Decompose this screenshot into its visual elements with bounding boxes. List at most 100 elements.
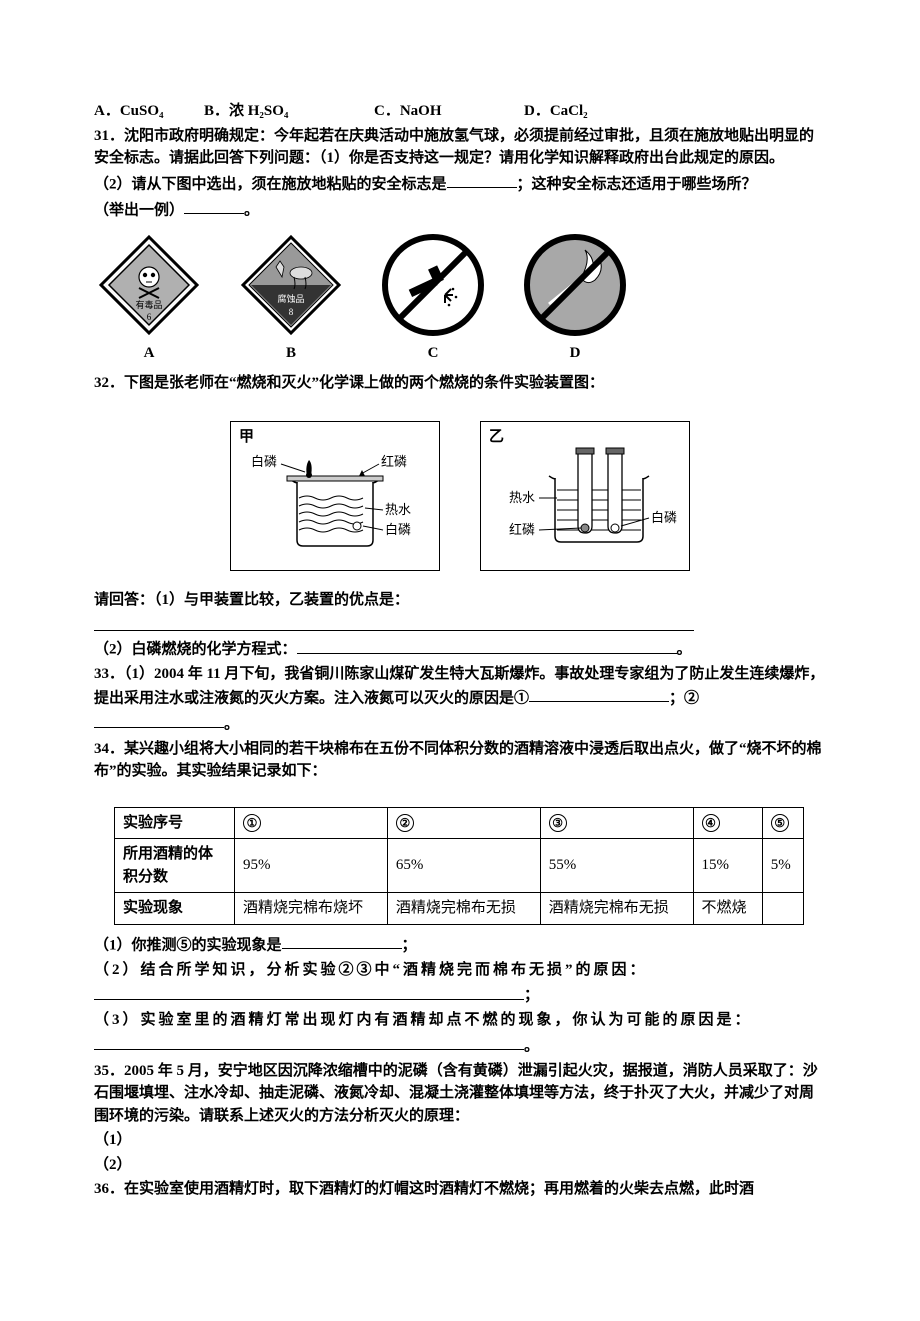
q31-text2c-row: （举出一例） 。 bbox=[94, 198, 826, 222]
circ-2: ② bbox=[396, 814, 414, 832]
svg-text:腐蚀品: 腐蚀品 bbox=[277, 293, 304, 304]
q33-text1c: 。 bbox=[224, 716, 239, 732]
fig-yi-svg: 热水 红磷 白磷 bbox=[481, 422, 689, 570]
q31-text2a: （2）请从下图中选出，须在施放地粘贴的安全标志是 bbox=[94, 176, 447, 192]
blank-fill bbox=[94, 983, 524, 1000]
th-4: ④ bbox=[693, 807, 762, 839]
circ-1: ① bbox=[243, 814, 261, 832]
q30-opt-d: D．CaCl₂ bbox=[524, 100, 674, 123]
q32-text: 32．下图是张老师在“燃烧和灭火”化学课上做的两个燃烧的条件实验装置图： bbox=[94, 372, 826, 395]
q34-text: 34．某兴趣小组将大小相同的若干块棉布在五份不同体积分数的酒精溶液中浸透后取出点… bbox=[94, 738, 826, 783]
fig-yi: 乙 bbox=[480, 421, 690, 571]
q34-q1: （1）你推测⑤的实验现象是 ； bbox=[94, 933, 826, 957]
q30-opt-c: C．NaOH bbox=[374, 100, 524, 123]
fig-jia: 甲 bbox=[230, 421, 440, 571]
q34-q1b: ； bbox=[402, 937, 417, 953]
blank-fill bbox=[94, 712, 224, 729]
blank-fill bbox=[282, 933, 402, 950]
svg-text:有毒品: 有毒品 bbox=[135, 299, 162, 310]
label-hot-water-yi: 热水 bbox=[509, 490, 535, 505]
q31-text2c: （举出一例） bbox=[94, 202, 184, 218]
svg-text:6: 6 bbox=[147, 312, 152, 322]
fig-jia-svg: 白磷 红磷 热水 白磷 bbox=[231, 422, 439, 570]
q35-a: （1） bbox=[94, 1129, 826, 1152]
cell: 酒精烧完棉布无损 bbox=[540, 893, 693, 925]
svg-text:8: 8 bbox=[289, 307, 294, 317]
blank-fill bbox=[297, 637, 677, 654]
cell: 65% bbox=[387, 839, 540, 893]
q33-text1: 33．（1）2004 年 11 月下旬，我省铜川陈家山煤矿发生特大瓦斯爆炸。事故… bbox=[94, 666, 824, 706]
q30-opt-b: B．浓 H₂SO₄ bbox=[204, 100, 374, 123]
q35-b: （2） bbox=[94, 1154, 826, 1177]
q34-table: 实验序号 ① ② ③ ④ ⑤ 所用酒精的体积分数 95% 65% 55% 15%… bbox=[114, 807, 804, 925]
q34-q2-blank: ； bbox=[94, 983, 826, 1007]
cell: 酒精烧完棉布无损 bbox=[387, 893, 540, 925]
sign-b-label: B bbox=[236, 342, 346, 365]
q34-q1a: （1）你推测⑤的实验现象是 bbox=[94, 937, 282, 953]
label-white-p2: 白磷 bbox=[385, 522, 411, 537]
q30-options: A．CuSO₄ B．浓 H₂SO₄ C．NaOH D．CaCl₂ bbox=[94, 100, 826, 123]
blank-line bbox=[94, 613, 694, 631]
label-red-p: 红磷 bbox=[381, 454, 407, 469]
circ-5: ⑤ bbox=[771, 814, 789, 832]
sign-d-no-flame-icon bbox=[520, 230, 630, 340]
th-1: ① bbox=[235, 807, 388, 839]
fig-jia-caption: 甲 bbox=[239, 426, 254, 449]
sign-c-no-sparks-icon bbox=[378, 230, 488, 340]
q32-q2a: （2）白磷燃烧的化学方程式： bbox=[94, 642, 297, 658]
cell bbox=[762, 893, 803, 925]
q32-figures: 甲 bbox=[94, 421, 826, 571]
blank-fill bbox=[529, 686, 669, 703]
label-white-p-yi: 白磷 bbox=[651, 510, 677, 525]
q34-q3: （3）实验室里的酒精灯常出现灯内有酒精却点不燃的现象，你认为可能的原因是： bbox=[94, 1009, 826, 1032]
cell: 15% bbox=[693, 839, 762, 893]
q34-q2end: ； bbox=[524, 988, 539, 1004]
th-3: ③ bbox=[540, 807, 693, 839]
sign-d-label: D bbox=[520, 342, 630, 365]
q32-q2b: 。 bbox=[677, 642, 692, 658]
q34-q2: （2）结合所学知识，分析实验②③中“酒精烧完而棉布无损”的原因： bbox=[94, 959, 826, 982]
blank-fill bbox=[94, 1034, 524, 1051]
sign-a-toxic-icon: 有毒品 6 bbox=[94, 230, 204, 340]
circ-3: ③ bbox=[549, 814, 567, 832]
cell: 酒精烧完棉布烧坏 bbox=[235, 893, 388, 925]
row2-label: 实验现象 bbox=[115, 893, 235, 925]
th-5: ⑤ bbox=[762, 807, 803, 839]
sign-b-corrosive-icon: 腐蚀品 8 bbox=[236, 230, 346, 340]
blank-fill bbox=[184, 198, 244, 215]
q30-opt-a: A．CuSO₄ bbox=[94, 100, 204, 123]
q33: 33．（1）2004 年 11 月下旬，我省铜川陈家山煤矿发生特大瓦斯爆炸。事故… bbox=[94, 663, 826, 710]
circ-4: ④ bbox=[702, 814, 720, 832]
sign-labels-row: A B C D bbox=[94, 342, 826, 365]
q31-text2: （2）请从下图中选出，须在施放地粘贴的安全标志是 ；这种安全标志还适用于哪些场所？ bbox=[94, 172, 826, 196]
th-seq: 实验序号 bbox=[115, 807, 235, 839]
fig-yi-caption: 乙 bbox=[489, 426, 504, 449]
label-white-p: 白磷 bbox=[251, 454, 277, 469]
q31-text1: 31．沈阳市政府明确规定：今年起若在庆典活动中施放氢气球，必须提前经过审批，且须… bbox=[94, 125, 826, 170]
cell: 55% bbox=[540, 839, 693, 893]
label-red-p-yi: 红磷 bbox=[509, 522, 535, 537]
sign-a-label: A bbox=[94, 342, 204, 365]
cell: 不燃烧 bbox=[693, 893, 762, 925]
q31-text2b: ；这种安全标志还适用于哪些场所？ bbox=[517, 176, 757, 192]
label-hot-water: 热水 bbox=[385, 502, 411, 517]
row1-label: 所用酒精的体积分数 bbox=[115, 839, 235, 893]
q35-text: 35．2005 年 5 月，安宁地区因沉降浓缩槽中的泥磷（含有黄磷）泄漏引起火灾… bbox=[94, 1060, 826, 1128]
th-2: ② bbox=[387, 807, 540, 839]
cell: 95% bbox=[235, 839, 388, 893]
table-row-phenom: 实验现象 酒精烧完棉布烧坏 酒精烧完棉布无损 酒精烧完棉布无损 不燃烧 bbox=[115, 893, 804, 925]
blank-fill bbox=[447, 172, 517, 189]
sign-c-label: C bbox=[378, 342, 488, 365]
q34-q3-blank: 。 bbox=[94, 1034, 826, 1058]
table-row-conc: 所用酒精的体积分数 95% 65% 55% 15% 5% bbox=[115, 839, 804, 893]
table-row-header: 实验序号 ① ② ③ ④ ⑤ bbox=[115, 807, 804, 839]
q36-text: 36．在实验室使用酒精灯时，取下酒精灯的灯帽这时酒精灯不燃烧；再用燃着的火柴去点… bbox=[94, 1178, 826, 1201]
q31-text2d: 。 bbox=[244, 202, 259, 218]
q32-q1: 请回答：（1）与甲装置比较，乙装置的优点是： bbox=[94, 589, 826, 612]
q32-q2: （2）白磷燃烧的化学方程式： 。 bbox=[94, 637, 826, 661]
safety-signs-row: 有毒品 6 腐蚀品 8 bbox=[94, 230, 826, 340]
q33-cont: 。 bbox=[94, 712, 826, 736]
q34-q3end: 。 bbox=[524, 1038, 539, 1054]
q33-text1b: ；② bbox=[669, 690, 699, 706]
cell: 5% bbox=[762, 839, 803, 893]
